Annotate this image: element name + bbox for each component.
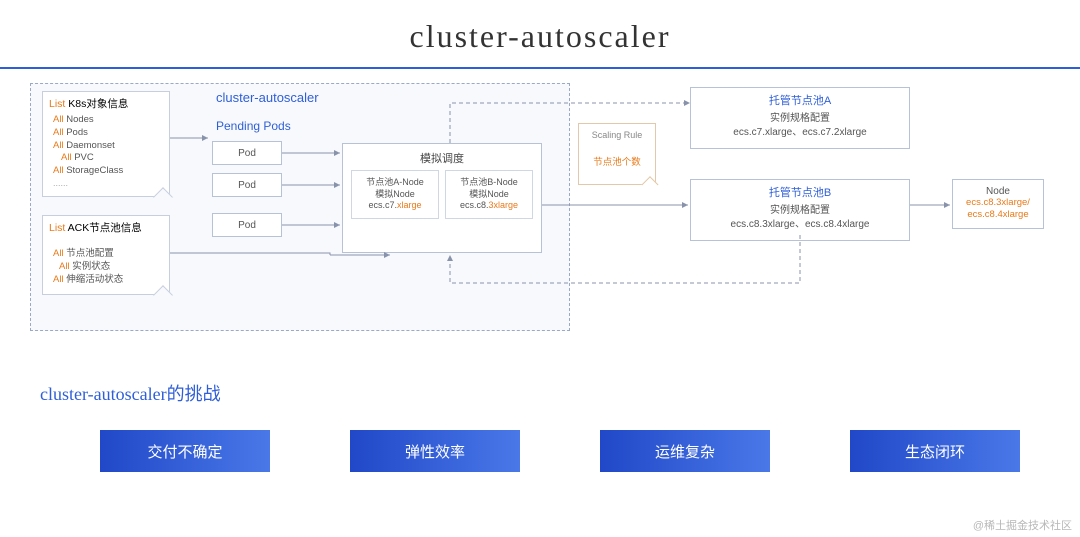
list-k8s-title: List K8s对象信息 (49, 96, 163, 111)
pool-a-title: 托管节点池A (697, 92, 903, 108)
pool-b-desc2: ecs.c8.3xlarge、ecs.c8.4xlarge (697, 218, 903, 232)
challenge-row: 交付不确定 弹性效率 运维复杂 生态闭环 (100, 430, 1020, 472)
scaling-rule-label: Scaling Rule (579, 124, 655, 140)
node-result-l2: ecs.c8.4xlarge (955, 209, 1041, 221)
divider (0, 67, 1080, 69)
challenge-box: 生态闭环 (850, 430, 1020, 472)
pool-a-desc1: 实例规格配置 (697, 112, 903, 126)
list-item: All Pods (49, 127, 163, 140)
challenge-box: 弹性效率 (350, 430, 520, 472)
region-label: cluster-autoscaler (216, 90, 319, 105)
list-item: All Daemonset (49, 140, 163, 153)
list-k8s-card: List K8s对象信息 All Nodes All Pods All Daem… (42, 91, 170, 197)
challenge-box: 运维复杂 (600, 430, 770, 472)
pool-b-title: 托管节点池B (697, 184, 903, 200)
node-result-box: Node ecs.c8.3xlarge/ ecs.c8.4xlarge (952, 179, 1044, 229)
pool-a-box: 托管节点池A 实例规格配置 ecs.c7.xlarge、ecs.c7.2xlar… (690, 87, 910, 149)
watermark: @稀土掘金技术社区 (973, 517, 1072, 533)
pool-b-desc1: 实例规格配置 (697, 204, 903, 218)
pod-box: Pod (212, 173, 282, 197)
list-item: All 伸缩活动状态 (49, 274, 163, 287)
list-ack-card: List ACK节点池信息 All 节点池配置 All 实例状态 All 伸缩活… (42, 215, 170, 295)
list-item: All 实例状态 (49, 261, 163, 274)
page-title: cluster-autoscaler (0, 0, 1080, 67)
diagram-area: cluster-autoscaler List K8s对象信息 All Node… (30, 83, 1050, 343)
simulation-title: 模拟调度 (343, 144, 541, 170)
list-item: All Nodes (49, 114, 163, 127)
challenges-title: cluster-autoscaler的挑战 (40, 380, 221, 406)
list-item: All 节点池配置 (49, 248, 163, 261)
sim-node-a: 节点池A-Node 模拟Node ecs.c7.xlarge (351, 170, 439, 219)
scaling-rule-card: Scaling Rule 节点池个数 (578, 123, 656, 185)
pool-b-box: 托管节点池B 实例规格配置 ecs.c8.3xlarge、ecs.c8.4xla… (690, 179, 910, 241)
scaling-count-label: 节点池个数 (579, 140, 655, 168)
pending-pods-label: Pending Pods (216, 119, 291, 133)
simulation-box: 模拟调度 节点池A-Node 模拟Node ecs.c7.xlarge 节点池B… (342, 143, 542, 253)
node-result-l1: ecs.c8.3xlarge/ (955, 197, 1041, 209)
list-item: All PVC (49, 152, 163, 165)
node-result-title: Node (955, 186, 1041, 197)
list-item: All StorageClass (49, 165, 163, 178)
ellipsis: ...... (49, 178, 163, 188)
pod-box: Pod (212, 141, 282, 165)
sim-node-b: 节点池B-Node 模拟Node ecs.c8.3xlarge (445, 170, 533, 219)
pool-a-desc2: ecs.c7.xlarge、ecs.c7.2xlarge (697, 126, 903, 140)
challenge-box: 交付不确定 (100, 430, 270, 472)
list-ack-title: List ACK节点池信息 (49, 220, 163, 235)
pod-box: Pod (212, 213, 282, 237)
